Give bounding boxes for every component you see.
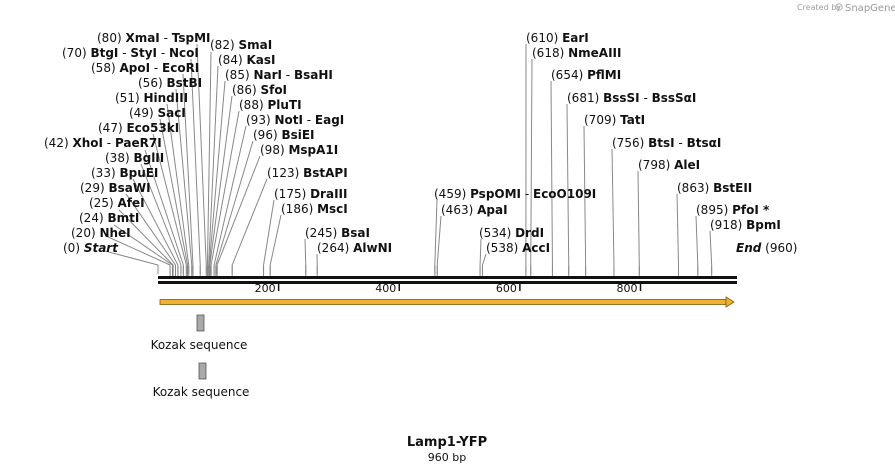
site-label-PluTI[interactable]: (88) PluTI (239, 98, 302, 112)
site-label-BpuEI[interactable]: (33) BpuEI (91, 166, 158, 180)
kozak-feature-box-2[interactable] (198, 362, 207, 380)
site-label-Eco53kI[interactable]: (47) Eco53kI (98, 121, 179, 135)
leader-line-AccI (481, 253, 487, 274)
leader-line-AleI (637, 170, 640, 274)
site-label-ApaI[interactable]: (463) ApaI (441, 203, 508, 217)
site-label-AlwNI[interactable]: (264) AlwNI (317, 241, 392, 255)
leader-line-PflMI (550, 80, 553, 274)
site-label-NheI[interactable]: (20) NheI (71, 226, 131, 240)
ruler-label-200: 200 (255, 282, 276, 295)
site-label-start[interactable]: (0) Start (63, 241, 119, 255)
site-label-MscI[interactable]: (186) MscI (281, 202, 348, 216)
site-label-SfoI[interactable]: (86) SfoI (232, 83, 287, 97)
site-label-NmeAIII[interactable]: (618) NmeAIII (532, 46, 621, 60)
leader-line-SmaI (206, 51, 212, 274)
leader-line-MspA1I (216, 155, 261, 274)
sequence-backbone (158, 276, 737, 284)
site-label-DraIII[interactable]: (175) DraIII (274, 187, 347, 201)
orf-arrow[interactable] (159, 296, 735, 308)
site-label-BstBI[interactable]: (56) BstBI (138, 76, 202, 90)
site-label-TatI[interactable]: (709) TatI (584, 113, 645, 127)
site-label-SacI[interactable]: (49) SacI (129, 106, 186, 120)
site-label-BtgI[interactable]: (70) BtgI - StyI - NcoI (62, 46, 199, 60)
watermark-created-by: Created by (797, 3, 841, 12)
site-label-BsaI[interactable]: (245) BsaI (305, 226, 370, 240)
site-label-BstEII[interactable]: (863) BstEII (677, 181, 752, 195)
site-label-BsiEI[interactable]: (96) BsiEI (253, 128, 315, 142)
watermark-brand: SnapGene (845, 3, 895, 14)
leader-line-NarI (208, 80, 226, 274)
ruler-label-800: 800 (617, 282, 638, 295)
site-label-AccI[interactable]: (538) AccI (486, 241, 550, 255)
leader-line-start (104, 250, 159, 274)
site-label-KasI[interactable]: (84) KasI (218, 53, 275, 67)
site-label-BglII[interactable]: (38) BglII (105, 151, 164, 165)
site-label-XmaI[interactable]: (80) XmaI - TspMI (97, 31, 210, 45)
kozak-label: Kozak sequence (151, 338, 248, 352)
site-label-PspOMI[interactable]: (459) PspOMI - EcoO109I (434, 187, 596, 201)
map-title: Lamp1-YFP (407, 435, 487, 450)
site-label-SmaI[interactable]: (82) SmaI (210, 38, 272, 52)
site-label-HindIII[interactable]: (51) HindIII (115, 91, 188, 105)
site-label-NarI[interactable]: (85) NarI - BsaHI (225, 68, 333, 82)
site-label-BsaWI[interactable]: (29) BsaWI (80, 181, 151, 195)
leader-line-BtsI (611, 148, 615, 274)
leader-line-ApaI (436, 215, 442, 274)
leader-line-BstEII (676, 193, 679, 274)
site-label-DrdI[interactable]: (534) DrdI (479, 226, 544, 240)
leader-line-PspOMI (434, 199, 438, 274)
site-label-MspA1I[interactable]: (98) MspA1I (260, 143, 338, 157)
ruler-label-400: 400 (375, 282, 396, 295)
site-label-BssSI[interactable]: (681) BssSI - BssSαI (567, 91, 696, 105)
site-label-BstAPI[interactable]: (123) BstAPI (267, 166, 348, 180)
kozak-label-2: Kozak sequence (153, 385, 250, 399)
site-label-EarI[interactable]: (610) EarI (526, 31, 589, 45)
leader-line-SacI (159, 118, 189, 274)
site-label-AfeI[interactable]: (25) AfeI (89, 196, 145, 210)
site-label-AleI[interactable]: (798) AleI (638, 158, 700, 172)
site-label-NotI[interactable]: (93) NotI - EagI (246, 113, 344, 127)
site-label-end[interactable]: End (960) (736, 241, 797, 255)
leader-line-PfoI (695, 215, 699, 274)
ruler-ticks: 200 400 600 800 (255, 282, 642, 295)
snapgene-logo-icon (835, 3, 843, 11)
map-size: 960 bp (428, 451, 466, 464)
site-label-BtsI[interactable]: (756) BtsI - BtsαI (612, 136, 721, 150)
leader-line-MscI (269, 214, 282, 274)
site-leader-lines (104, 43, 713, 276)
site-label-BpmI[interactable]: (918) BpmI (710, 218, 781, 232)
site-label-PflMI[interactable]: (654) PflMI (551, 68, 621, 82)
site-label-PfoI[interactable]: (895) PfoI * (696, 203, 770, 217)
site-label-ApoI[interactable]: (58) ApoI - EcoRI (91, 61, 199, 75)
kozak-feature-box[interactable] (196, 314, 205, 332)
leader-line-DraIII (263, 199, 275, 274)
site-label-BmtI[interactable]: (24) BmtI (79, 211, 139, 225)
ruler-label-600: 600 (496, 282, 517, 295)
site-labels: (0) Start(20) NheI(24) BmtI(25) AfeI(29)… (44, 31, 797, 255)
site-label-XhoI[interactable]: (42) XhoI - PaeR7I (44, 136, 162, 150)
